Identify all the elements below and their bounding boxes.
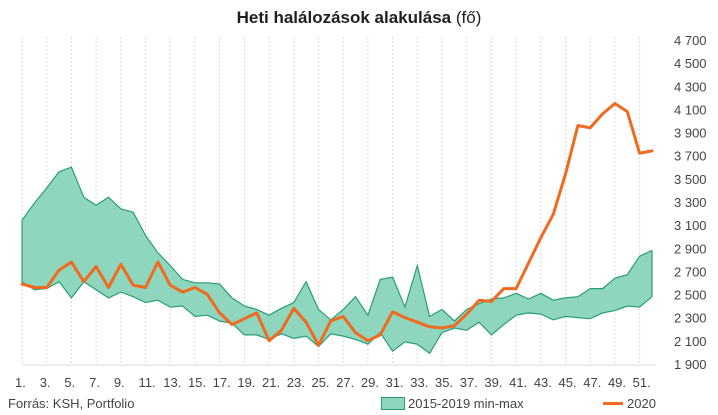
x-tick-label: 43. [534, 375, 552, 390]
y-tick-label: 2 100 [674, 334, 707, 349]
x-tick-label: 19. [237, 375, 255, 390]
x-tick-label: 41. [509, 375, 527, 390]
x-tick-label: 7. [89, 375, 100, 390]
x-tick-label: 27. [336, 375, 354, 390]
x-tick-label: 35. [435, 375, 453, 390]
y-tick-label: 4 300 [674, 79, 707, 94]
chart-title: Heti halálozások alakulása (fő) [0, 8, 718, 28]
y-tick-label: 4 700 [674, 33, 707, 48]
x-tick-label: 29. [361, 375, 379, 390]
y-tick-label: 3 300 [674, 195, 707, 210]
legend-label-2020: 2020 [627, 396, 656, 411]
band-min-line [21, 280, 653, 355]
chart-title-main: Heti halálozások alakulása [236, 8, 452, 27]
y-tick-label: 2 500 [674, 288, 707, 303]
y-tick-label: 2 900 [674, 241, 707, 256]
band-series [21, 166, 653, 355]
x-tick-label: 39. [484, 375, 502, 390]
y-tick-label: 2 300 [674, 311, 707, 326]
x-tick-label: 17. [213, 375, 231, 390]
legend-item-band: 2015-2019 min-max [381, 396, 524, 411]
band-max-line [21, 166, 653, 322]
x-tick-label: 9. [114, 375, 125, 390]
y-tick-label: 3 500 [674, 172, 707, 187]
x-tick-label: 23. [287, 375, 305, 390]
y-axis: 1 900 2 100 2 300 2 500 2 700 2 900 3 100 3 300… [674, 33, 707, 372]
y-tick-label: 3 700 [674, 149, 707, 164]
x-tick-label: 25. [311, 375, 329, 390]
x-tick-label: 49. [608, 375, 626, 390]
x-tick-label: 21. [262, 375, 280, 390]
y-tick-label: 3 100 [674, 218, 707, 233]
x-tick-label: 1. [15, 375, 26, 390]
y-tick-label: 4 500 [674, 56, 707, 71]
x-tick-label: 51. [633, 375, 651, 390]
band-area [22, 167, 652, 354]
legend-swatch-band [381, 397, 405, 410]
series-line-2020 [20, 102, 654, 347]
chart-title-unit: (fő) [455, 8, 482, 27]
legend-item-2020: 2020 [603, 396, 656, 411]
y-tick-label: 1 900 [674, 357, 707, 372]
x-tick-label: 13. [163, 375, 181, 390]
x-tick-label: 31. [386, 375, 404, 390]
x-axis: 1. 3. 5. 7. 9. 11. 13. 15. 17. 19. 21. 23. 25. 27. 29.… [15, 375, 651, 390]
x-tick-label: 37. [460, 375, 478, 390]
source-note: Forrás: KSH, Portfolio [8, 396, 135, 411]
x-tick-label: 15. [188, 375, 206, 390]
y-tick-label: 3 900 [674, 126, 707, 141]
y-tick-label: 2 700 [674, 264, 707, 279]
line-series [20, 102, 654, 347]
legend-swatch-2020 [603, 402, 623, 405]
x-tick-label: 45. [559, 375, 577, 390]
x-tick-label: 11. [139, 375, 156, 390]
y-tick-label: 4 100 [674, 102, 707, 117]
legend-label-band: 2015-2019 min-max [408, 396, 524, 411]
x-tick-label: 33. [410, 375, 428, 390]
x-tick-label: 3. [40, 375, 51, 390]
x-tick-label: 5. [64, 375, 75, 390]
x-tick-label: 47. [583, 375, 601, 390]
